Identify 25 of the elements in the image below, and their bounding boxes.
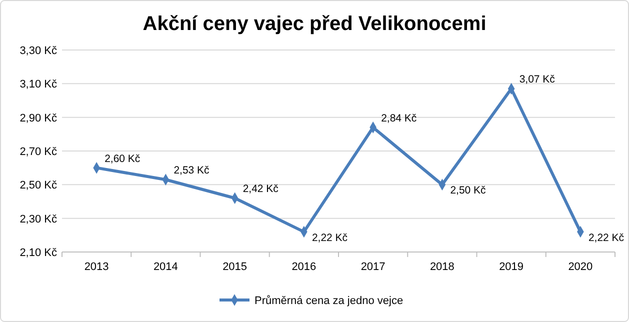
data-label: 3,07 Kč xyxy=(519,74,555,86)
y-tick-label: 2,30 Kč xyxy=(20,213,58,226)
y-tick-label: 2,90 Kč xyxy=(20,112,58,124)
x-tick-label: 2013 xyxy=(84,261,109,273)
x-tick-label: 2015 xyxy=(222,261,248,273)
chart-title: Akční ceny vajec před Velikonocemi xyxy=(142,13,486,35)
y-tick-label: 3,30 Kč xyxy=(20,45,58,57)
x-tick-label: 2019 xyxy=(499,261,524,273)
x-tick-label: 2017 xyxy=(360,261,386,273)
x-tick-label: 2018 xyxy=(430,261,454,273)
y-tick-label: 2,10 Kč xyxy=(20,247,58,259)
data-label: 2,50 Kč xyxy=(450,184,486,197)
data-label: 2,22 Kč xyxy=(312,232,348,244)
x-tick-label: 2016 xyxy=(292,261,316,273)
x-tick-label: 2020 xyxy=(568,261,593,273)
y-tick-label: 3,10 Kč xyxy=(20,78,58,91)
data-label: 2,42 Kč xyxy=(242,183,278,196)
data-label: 2,22 Kč xyxy=(588,232,624,244)
data-label: 2,53 Kč xyxy=(174,164,210,177)
y-tick-label: 2,50 Kč xyxy=(20,180,58,192)
y-tick-label: 2,70 Kč xyxy=(20,146,58,158)
data-label: 2,84 Kč xyxy=(381,112,417,124)
data-label: 2,60 Kč xyxy=(104,152,140,165)
legend-label: Průměrná cena za jedno vejce xyxy=(254,295,404,307)
x-tick-label: 2014 xyxy=(153,261,178,273)
